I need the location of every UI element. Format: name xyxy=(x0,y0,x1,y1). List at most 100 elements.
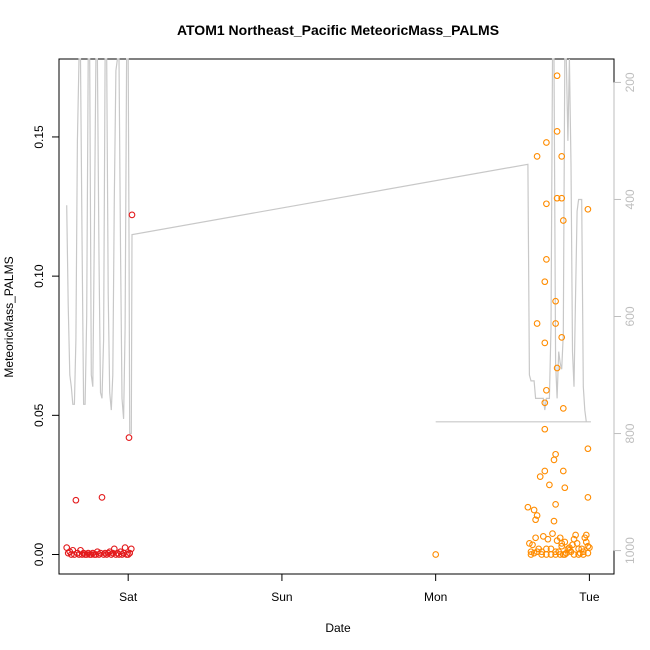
scatter-point xyxy=(107,551,115,558)
y-axis: 0.00 0.05 0.10 0.15 xyxy=(32,125,60,566)
right-tick-label: 1000 xyxy=(623,537,637,564)
scatter-point xyxy=(125,434,133,441)
scatter-point xyxy=(529,541,536,549)
scatter-point xyxy=(553,194,561,202)
scatter-point xyxy=(570,551,578,558)
scatter-point xyxy=(541,278,549,286)
scatter-point xyxy=(543,256,550,263)
scatter-point xyxy=(532,516,539,524)
scatter-point xyxy=(552,297,559,305)
scatter-point xyxy=(566,546,573,554)
scatter-points-layer xyxy=(63,72,593,558)
scatter-point xyxy=(586,544,593,551)
scatter-point xyxy=(128,211,136,219)
right-tick-label: 200 xyxy=(623,72,637,92)
scatter-point xyxy=(100,551,107,558)
scatter-point xyxy=(527,551,535,558)
scatter-point xyxy=(561,551,569,558)
scatter-point xyxy=(87,551,95,558)
scatter-point xyxy=(584,205,592,213)
scatter-point xyxy=(126,549,134,557)
scatter-point xyxy=(526,540,533,547)
scatter-point xyxy=(538,548,546,556)
scatter-point xyxy=(552,320,559,327)
right-tick-label: 800 xyxy=(623,423,637,443)
scatter-point xyxy=(558,334,566,341)
scatter-point xyxy=(533,153,541,160)
pressure-line-layer xyxy=(66,58,591,435)
scatter-point xyxy=(524,503,532,511)
y-tick-label: 0.05 xyxy=(32,403,46,427)
scatter-point xyxy=(561,538,569,546)
scatter-point xyxy=(532,534,539,542)
scatter-point xyxy=(432,551,440,558)
scatter-point xyxy=(584,494,592,501)
y-tick-label: 0.15 xyxy=(32,125,46,149)
scatter-point xyxy=(118,551,126,558)
scatter-point xyxy=(550,517,558,525)
scatter-point xyxy=(561,484,569,492)
scatter-point xyxy=(546,481,553,489)
scatter-point xyxy=(584,542,592,550)
scatter-point xyxy=(541,339,549,347)
scatter-point xyxy=(538,551,546,558)
scatter-point xyxy=(89,549,97,557)
scatter-point xyxy=(543,139,550,146)
pressure-line xyxy=(66,58,591,435)
scatter-point xyxy=(570,535,578,543)
scatter-point xyxy=(80,549,87,557)
scatter-point xyxy=(124,551,132,558)
scatter-point xyxy=(579,548,587,556)
scatter-point xyxy=(67,551,75,558)
scatter-point xyxy=(84,549,92,557)
scatter-point xyxy=(552,501,559,508)
scatter-point xyxy=(584,445,592,453)
scatter-point xyxy=(553,364,561,372)
scatter-point xyxy=(549,530,556,537)
scatter-point xyxy=(97,549,104,557)
scatter-point xyxy=(543,386,550,394)
scatter-point xyxy=(72,496,80,504)
x-axis: Sat Sun Mon Tue xyxy=(119,573,600,604)
x-tick-label: Tue xyxy=(579,590,600,604)
scatter-point xyxy=(559,405,567,412)
scatter-point xyxy=(127,545,135,553)
right-tick-label: 400 xyxy=(623,189,637,209)
scatter-point xyxy=(582,538,590,546)
right-tick-label: 600 xyxy=(623,306,637,326)
scatter-point xyxy=(83,551,91,558)
plot-frame xyxy=(58,58,615,575)
x-tick-label: Mon xyxy=(424,590,447,604)
scatter-point xyxy=(558,194,566,202)
scatter-point xyxy=(558,153,566,160)
scatter-point xyxy=(78,551,86,558)
scatter-point xyxy=(104,549,112,557)
x-tick-label: Sat xyxy=(119,590,138,604)
scatter-point xyxy=(541,399,549,407)
scatter-point xyxy=(553,128,561,135)
right-pressure-axis: 200 400 600 800 1000 xyxy=(613,72,637,564)
scatter-point xyxy=(543,551,550,558)
scatter-point xyxy=(559,217,567,224)
chart-title: ATOM1 Northeast_Pacific MeteoricMass_PAL… xyxy=(177,22,499,38)
scatter-point xyxy=(575,545,582,553)
scatter-point xyxy=(536,473,544,480)
scatter-point xyxy=(558,542,566,550)
scatter-point xyxy=(541,425,549,433)
scatter-point xyxy=(572,531,579,539)
scatter-point xyxy=(558,540,566,547)
scatter-point xyxy=(556,551,564,558)
scatter-point xyxy=(579,551,587,558)
scatter-point xyxy=(533,512,541,519)
scatter-point xyxy=(101,549,109,557)
scatter-point xyxy=(121,544,129,551)
x-axis-label: Date xyxy=(325,621,351,635)
scatter-point xyxy=(550,456,558,464)
y-axis-label: MeteoricMass_PALMS xyxy=(2,256,16,377)
scatter-point xyxy=(541,467,549,475)
scatter-point xyxy=(95,551,103,558)
scatter-point xyxy=(109,549,117,557)
scatter-point xyxy=(559,467,567,475)
x-tick-label: Sun xyxy=(271,590,292,604)
